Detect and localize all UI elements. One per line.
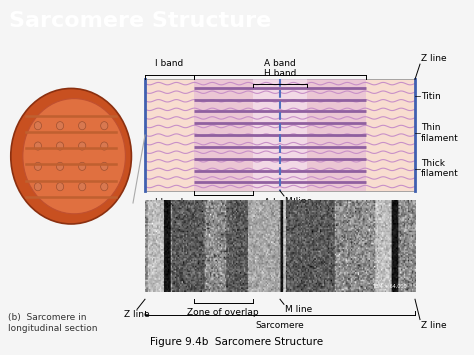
Ellipse shape (11, 88, 131, 224)
Text: H band: H band (264, 208, 296, 217)
Text: Sarcomere: Sarcomere (255, 321, 304, 329)
Text: Zone of overlap: Zone of overlap (188, 308, 259, 317)
Bar (253, 79, 307, 191)
Text: M line: M line (285, 197, 312, 206)
Text: TEM × 64,000: TEM × 64,000 (372, 283, 407, 288)
Circle shape (56, 182, 64, 191)
Bar (307, 79, 366, 191)
Circle shape (56, 142, 64, 150)
Text: Sarcomere Structure: Sarcomere Structure (9, 11, 271, 31)
Circle shape (34, 162, 42, 170)
Circle shape (34, 182, 42, 191)
Text: M line: M line (285, 305, 312, 314)
Circle shape (100, 182, 108, 191)
Bar (145, 79, 415, 191)
Circle shape (56, 122, 64, 130)
Text: Z line: Z line (124, 310, 150, 320)
Text: Titin: Titin (421, 92, 441, 100)
Text: Sarcomere: Sarcomere (255, 212, 304, 221)
Text: (b)  Sarcomere in
longitudinal section: (b) Sarcomere in longitudinal section (8, 313, 98, 333)
Circle shape (79, 122, 86, 130)
Circle shape (79, 142, 86, 150)
Text: H band: H band (264, 69, 296, 78)
Circle shape (79, 162, 86, 170)
Ellipse shape (23, 99, 126, 214)
Text: Thick
filament: Thick filament (421, 159, 459, 178)
Circle shape (34, 142, 42, 150)
Text: I band: I band (155, 59, 183, 68)
Text: Z line: Z line (421, 54, 447, 63)
Text: Zone of overlap: Zone of overlap (188, 200, 259, 209)
Text: A band: A band (264, 59, 296, 68)
Text: Z line: Z line (421, 321, 447, 329)
Circle shape (34, 122, 42, 130)
Bar (193, 79, 253, 191)
Text: Thin
filament: Thin filament (421, 123, 459, 143)
Circle shape (100, 142, 108, 150)
Text: A band: A band (264, 198, 296, 207)
Text: I band: I band (155, 198, 183, 207)
Circle shape (56, 162, 64, 170)
Circle shape (100, 162, 108, 170)
Text: Figure 9.4b  Sarcomere Structure: Figure 9.4b Sarcomere Structure (150, 337, 324, 347)
Circle shape (79, 182, 86, 191)
Circle shape (100, 122, 108, 130)
